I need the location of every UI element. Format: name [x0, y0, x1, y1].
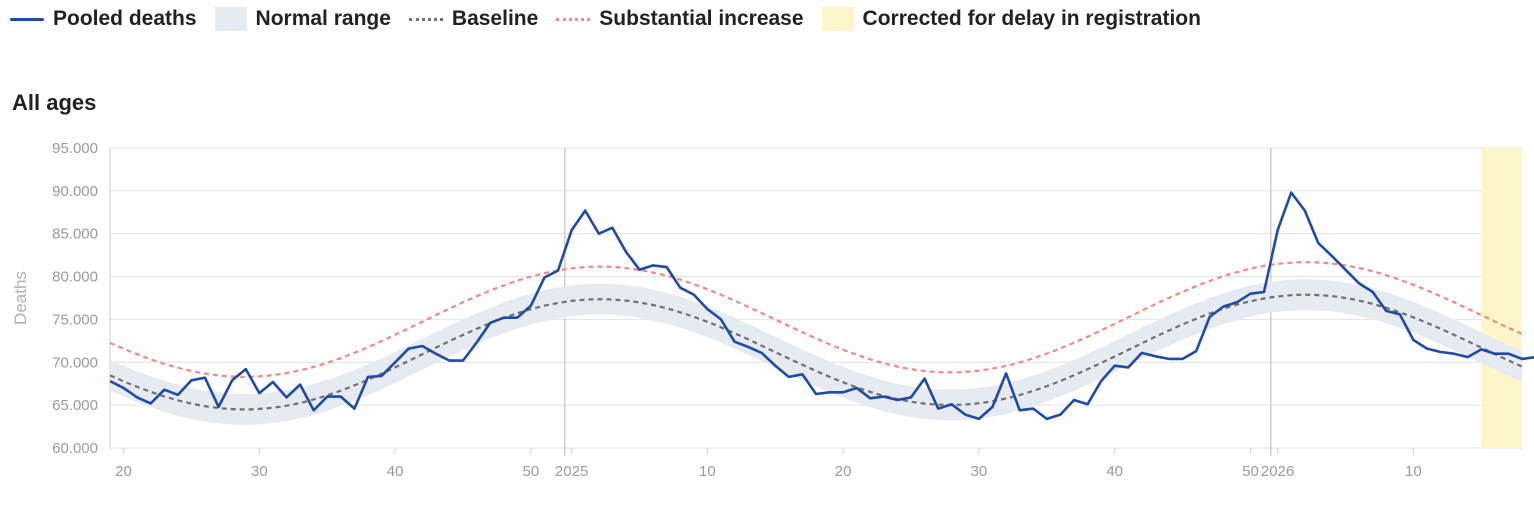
deaths-chart: 60.000 65.000 70.000 75.000 80.000 85.000 90.0…	[11, 140, 1534, 480]
x-tick-label: 10	[699, 463, 716, 480]
x-tick-label: 2026	[1261, 463, 1294, 480]
x-tick-label: 20	[835, 463, 852, 480]
normal-range-swatch	[214, 7, 247, 31]
lines-layer	[109, 191, 1534, 421]
x-tick-label: 40	[1106, 463, 1123, 480]
y-tick-label: 70.000	[52, 354, 98, 371]
pooled-line-swatch	[10, 17, 44, 21]
pooled-deaths-line	[109, 191, 1534, 421]
legend-label-substantial: Substantial increase	[599, 7, 804, 30]
legend-label-normal: Normal range	[255, 7, 391, 30]
legend-item-substantial[interactable]: Substantial increase	[556, 7, 804, 31]
legend: Pooled deaths Normal range Baseline Subs…	[10, 6, 1219, 32]
panel-title: All ages	[12, 90, 97, 115]
corrected-layer	[1481, 148, 1522, 448]
x-tick-label: 10	[1405, 463, 1422, 480]
x-tick-label: 50	[523, 463, 540, 480]
legend-item-corrected[interactable]: Corrected for delay in registration	[821, 7, 1201, 31]
legend-item-pooled[interactable]: Pooled deaths	[10, 7, 197, 31]
x-tick-label: 50	[1242, 463, 1259, 480]
y-tick-label: 60.000	[52, 440, 98, 457]
y-tick-label: 95.000	[52, 140, 98, 157]
legend-label-corrected: Corrected for delay in registration	[862, 7, 1201, 30]
y-tick-label: 65.000	[52, 397, 98, 414]
y-tick-label: 80.000	[52, 269, 98, 286]
corrected-swatch	[821, 7, 854, 31]
baseline-swatch	[408, 17, 443, 21]
y-tick-label: 90.000	[52, 183, 98, 200]
legend-label-pooled: Pooled deaths	[53, 7, 197, 30]
y-tick-label: 85.000	[52, 226, 98, 243]
grid-layer	[109, 147, 1522, 456]
baseline-line	[109, 293, 1523, 411]
legend-label-baseline: Baseline	[451, 7, 539, 30]
x-tick-label: 30	[251, 463, 268, 480]
y-tick-label: 75.000	[52, 311, 98, 328]
normal-range-band	[110, 279, 1522, 425]
y-axis-label: Deaths	[11, 271, 30, 325]
axis-layer: 60.000 65.000 70.000 75.000 80.000 85.000 90.0…	[11, 140, 1422, 480]
substantial-increase-swatch	[556, 17, 591, 21]
legend-item-baseline[interactable]: Baseline	[408, 7, 539, 31]
normal-range-layer	[110, 279, 1522, 425]
x-tick-label: 2025	[555, 463, 588, 480]
legend-item-normal[interactable]: Normal range	[214, 7, 391, 31]
x-tick-label: 20	[115, 463, 132, 480]
x-tick-label: 40	[387, 463, 404, 480]
substantial-increase-line	[109, 261, 1523, 379]
corrected-region	[1481, 148, 1522, 448]
x-tick-label: 30	[971, 463, 988, 480]
